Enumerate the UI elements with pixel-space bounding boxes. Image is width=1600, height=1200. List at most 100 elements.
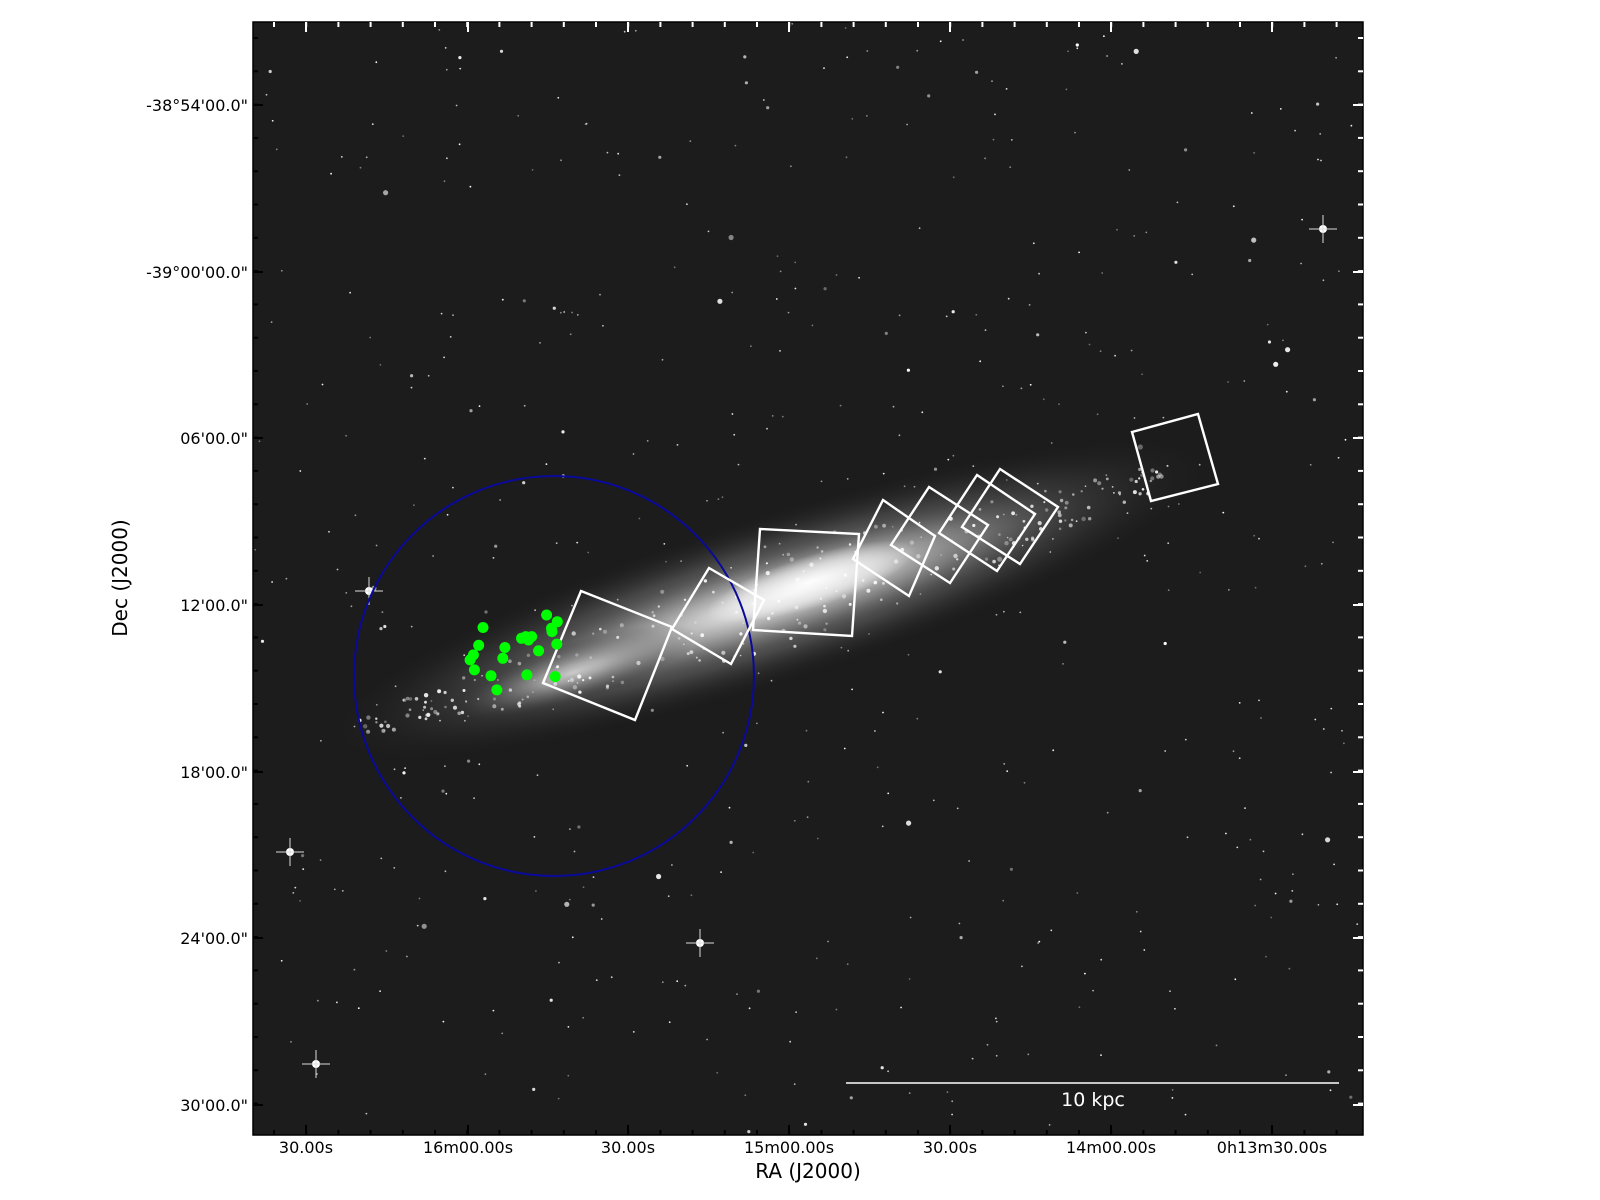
galaxy-knot [578, 690, 582, 694]
background-star [823, 287, 827, 291]
background-star [432, 555, 434, 557]
galaxy-knot [893, 559, 899, 564]
footprints [541, 412, 1220, 722]
background-star [686, 203, 688, 206]
background-star [492, 1009, 495, 1012]
galaxy-knot [450, 698, 454, 702]
background-star [1036, 333, 1040, 337]
background-star [302, 868, 305, 870]
galaxy-knot [739, 632, 743, 636]
galaxy-knot [1057, 510, 1061, 514]
background-star [667, 895, 670, 898]
galaxy-knot [843, 573, 848, 577]
background-star [866, 115, 868, 117]
background-star [617, 152, 620, 155]
background-star [1337, 456, 1340, 459]
background-star [381, 611, 384, 613]
background-star [319, 859, 322, 861]
background-star [1169, 990, 1171, 993]
background-star [951, 1100, 954, 1103]
galaxy-knot [816, 546, 819, 549]
background-star [1171, 1089, 1174, 1091]
background-star [1114, 354, 1116, 357]
background-star [478, 763, 481, 766]
background-star [359, 166, 362, 169]
background-star [907, 653, 910, 656]
background-star [294, 886, 297, 889]
background-star [533, 836, 536, 838]
background-star [762, 99, 765, 101]
background-star [892, 405, 895, 408]
background-star [736, 993, 738, 995]
galaxy-knot [1058, 490, 1062, 494]
background-star [1096, 413, 1099, 416]
background-star [445, 792, 448, 795]
background-star [357, 1007, 360, 1010]
background-star [744, 81, 749, 85]
background-star [444, 765, 446, 768]
background-star [602, 324, 604, 327]
background-star [720, 871, 722, 873]
background-star [1101, 272, 1104, 274]
background-star [1100, 1054, 1102, 1056]
background-star [402, 771, 406, 775]
background-star [995, 1020, 998, 1023]
background-star [591, 903, 595, 907]
background-star [1146, 560, 1149, 562]
background-star [577, 825, 581, 829]
background-star [1316, 102, 1320, 106]
galaxy-knot [1072, 493, 1075, 496]
galaxy-knot [1150, 468, 1155, 473]
background-star [517, 114, 520, 117]
background-star [748, 1007, 751, 1010]
background-star [744, 1094, 747, 1097]
background-star [1238, 757, 1241, 760]
background-star [446, 157, 448, 160]
galaxy-knot [992, 559, 996, 564]
background-star [1078, 251, 1080, 254]
background-star [353, 968, 356, 971]
galaxy-knot [848, 602, 852, 606]
background-star [994, 113, 996, 116]
background-star [634, 29, 637, 32]
background-star [1002, 385, 1004, 388]
bright-star [302, 1050, 330, 1078]
background-star [569, 333, 572, 336]
background-star [1330, 771, 1332, 774]
background-star [1076, 47, 1079, 50]
background-star [592, 876, 595, 878]
background-star [531, 169, 534, 171]
background-star [564, 901, 570, 907]
background-star [1325, 837, 1331, 843]
background-star [1350, 124, 1353, 127]
background-star [906, 123, 908, 126]
galaxy-knot [1138, 492, 1142, 496]
background-star [1143, 554, 1146, 557]
background-stars [254, 22, 1359, 1134]
background-star [484, 610, 488, 614]
background-star [535, 890, 537, 892]
background-star [449, 336, 452, 338]
footprint-7 [960, 467, 1060, 566]
background-star [1292, 873, 1294, 876]
footprint-8 [1130, 412, 1220, 503]
background-star [945, 315, 948, 318]
background-star [951, 1113, 953, 1116]
background-star [410, 386, 413, 389]
background-star [887, 792, 890, 795]
x-tick-label: 0h13m30.00s [1217, 1138, 1327, 1157]
galaxy-knot [767, 616, 771, 621]
background-star [1332, 541, 1334, 544]
background-star [839, 404, 842, 407]
background-star [1289, 899, 1293, 903]
background-star [932, 799, 935, 802]
background-star [947, 458, 950, 461]
background-star [752, 851, 755, 854]
background-star [260, 639, 265, 643]
source-point [551, 616, 563, 628]
background-star [1270, 916, 1273, 919]
background-star [1167, 589, 1170, 592]
background-star [573, 850, 576, 853]
background-star [1322, 279, 1325, 282]
background-star [805, 729, 808, 732]
